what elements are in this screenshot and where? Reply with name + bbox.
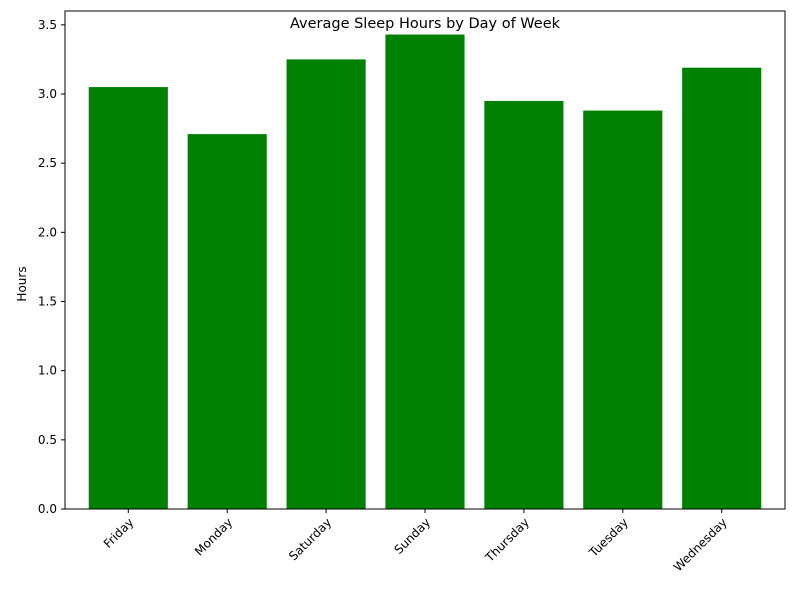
bar-wednesday [682, 67, 762, 509]
y-tick-label: 0.0 [38, 502, 57, 516]
x-tick-label-saturday: Saturday [286, 515, 334, 563]
x-axis: Friday Monday Saturday Sunday Thursday Tuesda… [101, 509, 730, 574]
bar-sunday [385, 34, 465, 510]
bar-thursday [484, 100, 564, 510]
y-tick-label: 1.0 [38, 364, 57, 378]
y-tick-label: 3.0 [38, 87, 57, 101]
y-tick-label: 0.5 [38, 433, 57, 447]
bar-friday [88, 87, 168, 509]
bar-tuesday [583, 110, 663, 509]
y-tick-label: 2.0 [38, 225, 57, 239]
x-tick-label-tuesday: Tuesday [586, 515, 631, 560]
y-tick-label: 3.5 [38, 18, 57, 32]
bars-group [88, 34, 762, 510]
x-tick-label-thursday: Thursday [482, 515, 532, 565]
y-tick-label: 2.5 [38, 156, 57, 170]
x-tick-label-wednesday: Wednesday [671, 515, 730, 574]
bar-saturday [286, 59, 366, 510]
plot-frame [64, 10, 786, 510]
x-tick-label-sunday: Sunday [391, 515, 433, 557]
y-tick-label: 1.5 [38, 295, 57, 309]
x-tick-label-monday: Monday [192, 515, 235, 558]
y-axis-label: Hours [15, 266, 29, 301]
x-tick-label-friday: Friday [101, 515, 137, 551]
bar-monday [187, 134, 267, 509]
y-axis: 0.0 0.5 1.0 1.5 2.0 2.5 3.0 3.5 [38, 18, 65, 516]
chart-title: Average Sleep Hours by Day of Week [290, 16, 561, 32]
